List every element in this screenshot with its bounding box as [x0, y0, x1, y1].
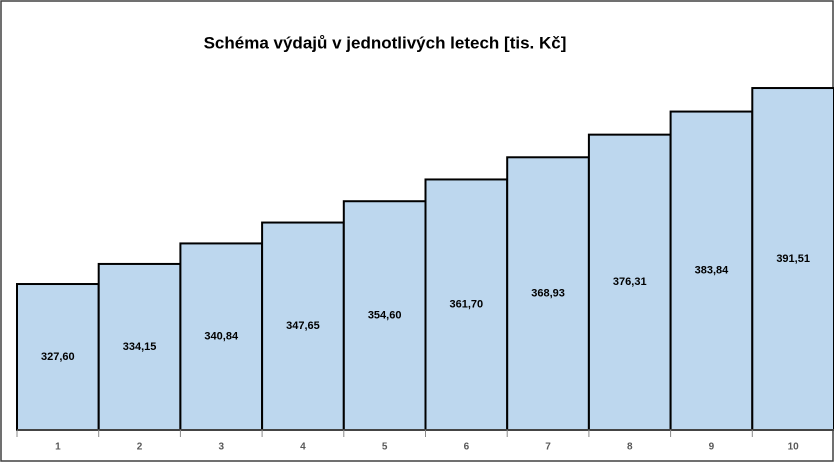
x-tick-label: 8 [627, 442, 633, 453]
bar [16, 283, 100, 431]
data-label: 334,15 [123, 341, 157, 353]
data-label: 327,60 [41, 351, 75, 363]
data-label: 383,84 [695, 265, 730, 277]
data-label: 391,51 [776, 253, 810, 265]
data-label: 361,70 [450, 299, 484, 311]
bar [506, 156, 590, 431]
x-tick-label: 6 [464, 442, 470, 453]
bar [97, 262, 182, 431]
data-label: 368,93 [531, 288, 565, 300]
data-label: 347,65 [286, 320, 320, 332]
x-tick-label: 3 [218, 442, 224, 453]
x-tick-label: 9 [709, 442, 715, 453]
bar [669, 110, 754, 431]
x-tick-label: 7 [545, 442, 551, 453]
data-label: 354,60 [368, 310, 402, 322]
chart-title: Schéma výdajů v jednotlivých letech [tis… [204, 33, 567, 52]
x-tick-label: 10 [788, 442, 800, 453]
x-tick-label: 4 [300, 442, 306, 453]
x-tick-label: 2 [137, 442, 143, 453]
x-tick-label: 1 [55, 442, 61, 453]
bar [342, 200, 427, 431]
data-label: 340,84 [204, 331, 239, 343]
data-label: 376,31 [613, 276, 647, 288]
x-tick-label: 5 [382, 442, 388, 453]
